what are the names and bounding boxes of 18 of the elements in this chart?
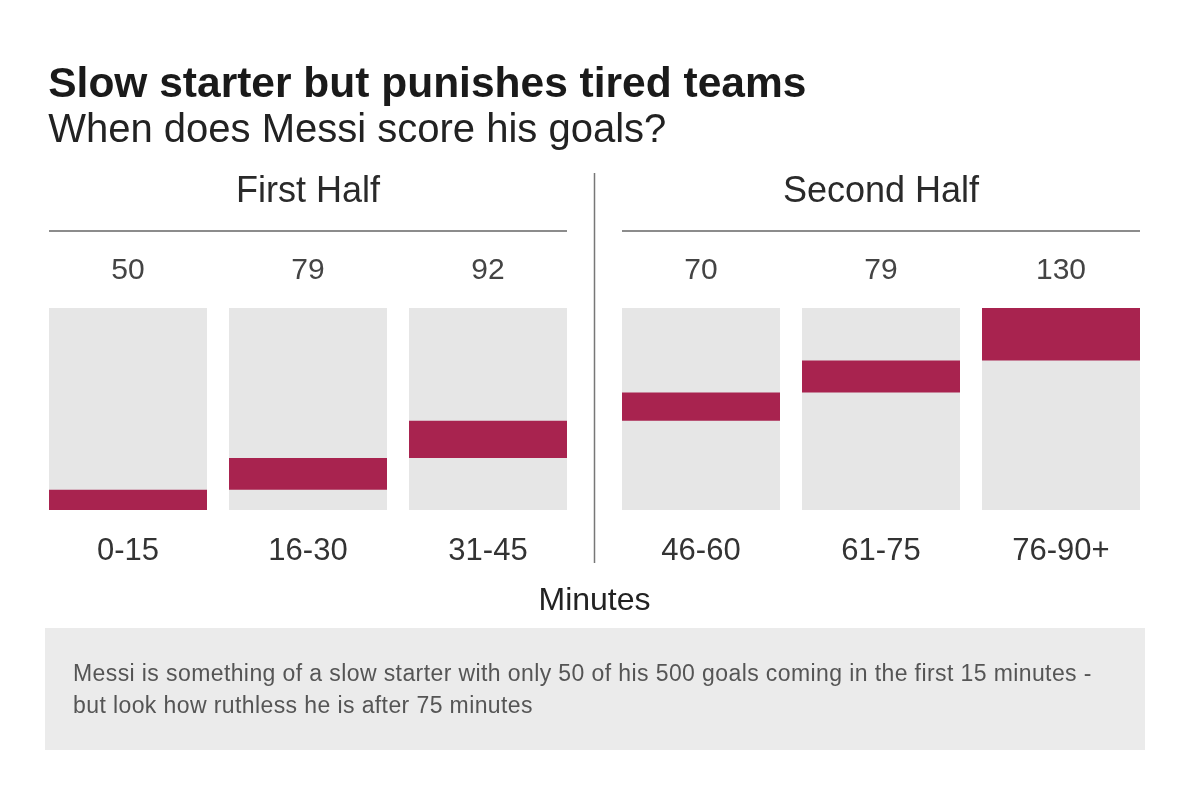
data-label: 70 <box>684 252 718 285</box>
data-label: 92 <box>471 252 505 285</box>
category-label: 76-90+ <box>1012 531 1110 567</box>
data-label: 130 <box>1035 252 1087 285</box>
text: When does Messi score his goals? <box>48 106 667 151</box>
category-label: 0-15 <box>96 531 160 567</box>
text: Minutes <box>538 581 651 617</box>
text: Slow starter but punishes tired teams <box>48 58 807 106</box>
text: First Half <box>236 169 381 210</box>
category-label: 31-45 <box>448 531 528 567</box>
caption-panel: Messi is something of a slow starter with only 50 of his 500 goals coming in the first 15 minutes - but look how ruthless he is after 75 minutes <box>45 628 1145 750</box>
data-label: 50 <box>111 252 145 285</box>
category-label: 46-60 <box>661 531 741 567</box>
data-label: 79 <box>291 252 325 285</box>
data-label: 79 <box>864 252 898 285</box>
category-label: 16-30 <box>268 531 348 567</box>
text: Second Half <box>782 169 981 210</box>
category-label: 61-75 <box>841 531 921 567</box>
